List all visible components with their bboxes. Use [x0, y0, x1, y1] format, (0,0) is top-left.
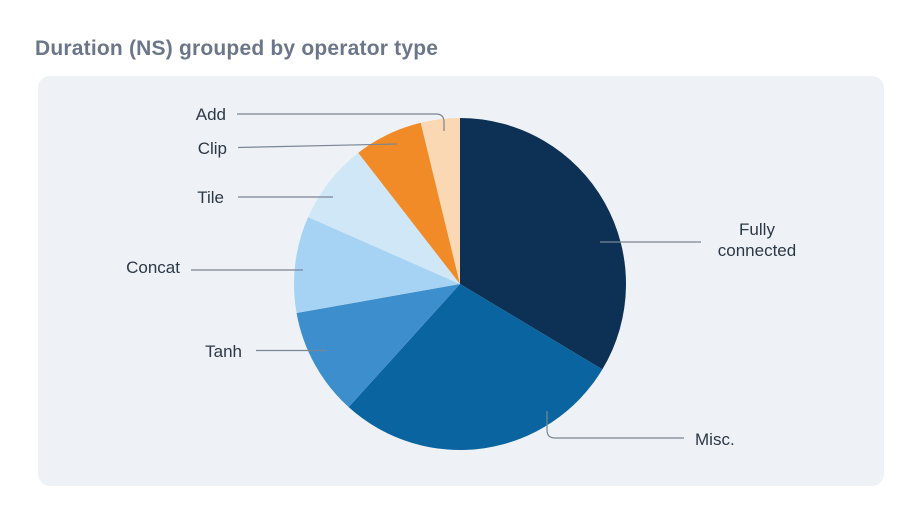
pie-slice-tanh[interactable] [296, 284, 460, 408]
leader-line-clip [237, 143, 398, 149]
slice-label-tile: Tile [197, 188, 224, 207]
slice-label-add: Add [195, 105, 226, 124]
slice-label-misc: Misc. [695, 430, 735, 449]
leader-lines [191, 113, 701, 439]
slice-label-clip: Clip [197, 139, 227, 158]
pie-slice-clip[interactable] [358, 122, 460, 285]
pie-slice-concat[interactable] [293, 217, 460, 314]
leader-line-add [237, 113, 445, 131]
pie-slice-misc[interactable] [348, 284, 603, 450]
chart-title: Duration (NS) grouped by operator type [35, 37, 439, 60]
pie-slice-tile[interactable] [308, 152, 460, 284]
pie-slice-fully-connected[interactable] [460, 118, 627, 370]
pie-slice-add[interactable] [420, 118, 460, 284]
slice-label-tanh: Tanh [205, 342, 242, 361]
leader-line-misc [546, 411, 684, 439]
pie-slices [293, 118, 627, 450]
slice-label-fully-connected: Fully connected [717, 220, 797, 260]
slice-label-concat: Concat [126, 258, 180, 277]
